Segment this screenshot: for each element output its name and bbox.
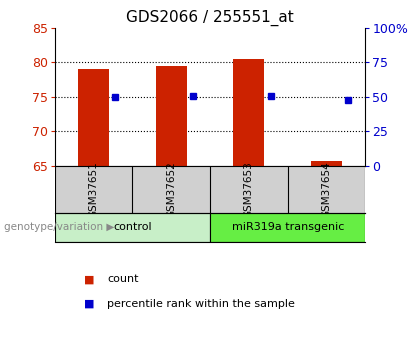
Text: GSM37652: GSM37652: [166, 161, 176, 218]
Text: miR319a transgenic: miR319a transgenic: [231, 223, 344, 233]
Bar: [234, 59, 265, 166]
Bar: [78, 69, 109, 166]
Text: GSM37654: GSM37654: [322, 161, 331, 218]
Bar: [155, 66, 186, 166]
Bar: [210, 214, 365, 242]
Bar: [311, 161, 342, 166]
Text: GSM37653: GSM37653: [244, 161, 254, 218]
Title: GDS2066 / 255551_at: GDS2066 / 255551_at: [126, 10, 294, 26]
Text: count: count: [107, 275, 139, 284]
Text: ■: ■: [84, 275, 94, 284]
Text: genotype/variation ▶: genotype/variation ▶: [4, 223, 115, 233]
Text: GSM37651: GSM37651: [89, 161, 98, 218]
Text: ■: ■: [84, 299, 94, 308]
Text: control: control: [113, 223, 152, 233]
Bar: [55, 214, 210, 242]
Text: percentile rank within the sample: percentile rank within the sample: [107, 299, 295, 308]
